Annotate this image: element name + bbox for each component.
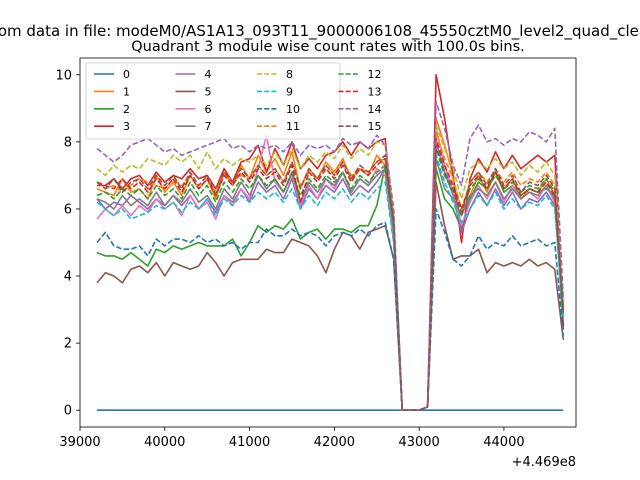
- chart-title: Quadrant 3 module wise count rates with …: [131, 39, 525, 55]
- legend-label-6: 6: [205, 103, 212, 116]
- legend-label-8: 8: [286, 68, 293, 81]
- legend-label-11: 11: [286, 120, 300, 133]
- series-layer: [96, 74, 565, 412]
- series-line-15: [96, 144, 565, 412]
- legend-label-15: 15: [368, 120, 382, 133]
- figure-suptitle: Plot from data in file: modeM0/AS1A13_09…: [0, 22, 640, 41]
- series-line-7: [96, 157, 565, 412]
- legend-label-7: 7: [205, 120, 212, 133]
- legend-label-2: 2: [123, 103, 130, 116]
- series-line-8: [96, 124, 565, 412]
- legend-label-1: 1: [123, 85, 130, 98]
- y-tick-label: 0: [64, 404, 72, 419]
- y-tick-label: 10: [55, 68, 72, 83]
- x-tick-label: 39000: [59, 435, 100, 450]
- x-tick-label: 40000: [144, 435, 185, 450]
- series-line-10: [96, 208, 565, 412]
- y-tick-label: 4: [64, 270, 72, 285]
- x-tick-label: 41000: [229, 435, 270, 450]
- legend-label-5: 5: [205, 85, 212, 98]
- series-line-9: [96, 154, 565, 412]
- legend-label-4: 4: [205, 68, 212, 81]
- plot-frame: [79, 57, 577, 428]
- legend-label-14: 14: [368, 103, 382, 116]
- y-tick-label: 2: [64, 337, 72, 352]
- legend-label-3: 3: [123, 120, 130, 133]
- legend-box: [85, 62, 341, 140]
- y-tick-label: 8: [64, 135, 72, 150]
- series-line-14: [96, 100, 565, 412]
- series-line-11: [96, 131, 565, 412]
- legend-label-9: 9: [286, 85, 293, 98]
- x-tick-label: 42000: [314, 435, 355, 450]
- y-tick-label: 6: [64, 202, 72, 217]
- x-tick-label: 43000: [398, 435, 439, 450]
- legend-label-10: 10: [286, 103, 300, 116]
- legend-label-13: 13: [368, 85, 382, 98]
- series-line-1: [96, 117, 565, 412]
- legend-label-12: 12: [368, 68, 382, 81]
- x-offset-label: +4.469e8: [512, 455, 576, 470]
- legend-label-0: 0: [123, 68, 130, 81]
- series-line-13: [96, 137, 565, 412]
- series-line-5: [96, 181, 565, 412]
- series-line-3: [97, 74, 565, 412]
- x-tick-label: 44000: [483, 435, 524, 450]
